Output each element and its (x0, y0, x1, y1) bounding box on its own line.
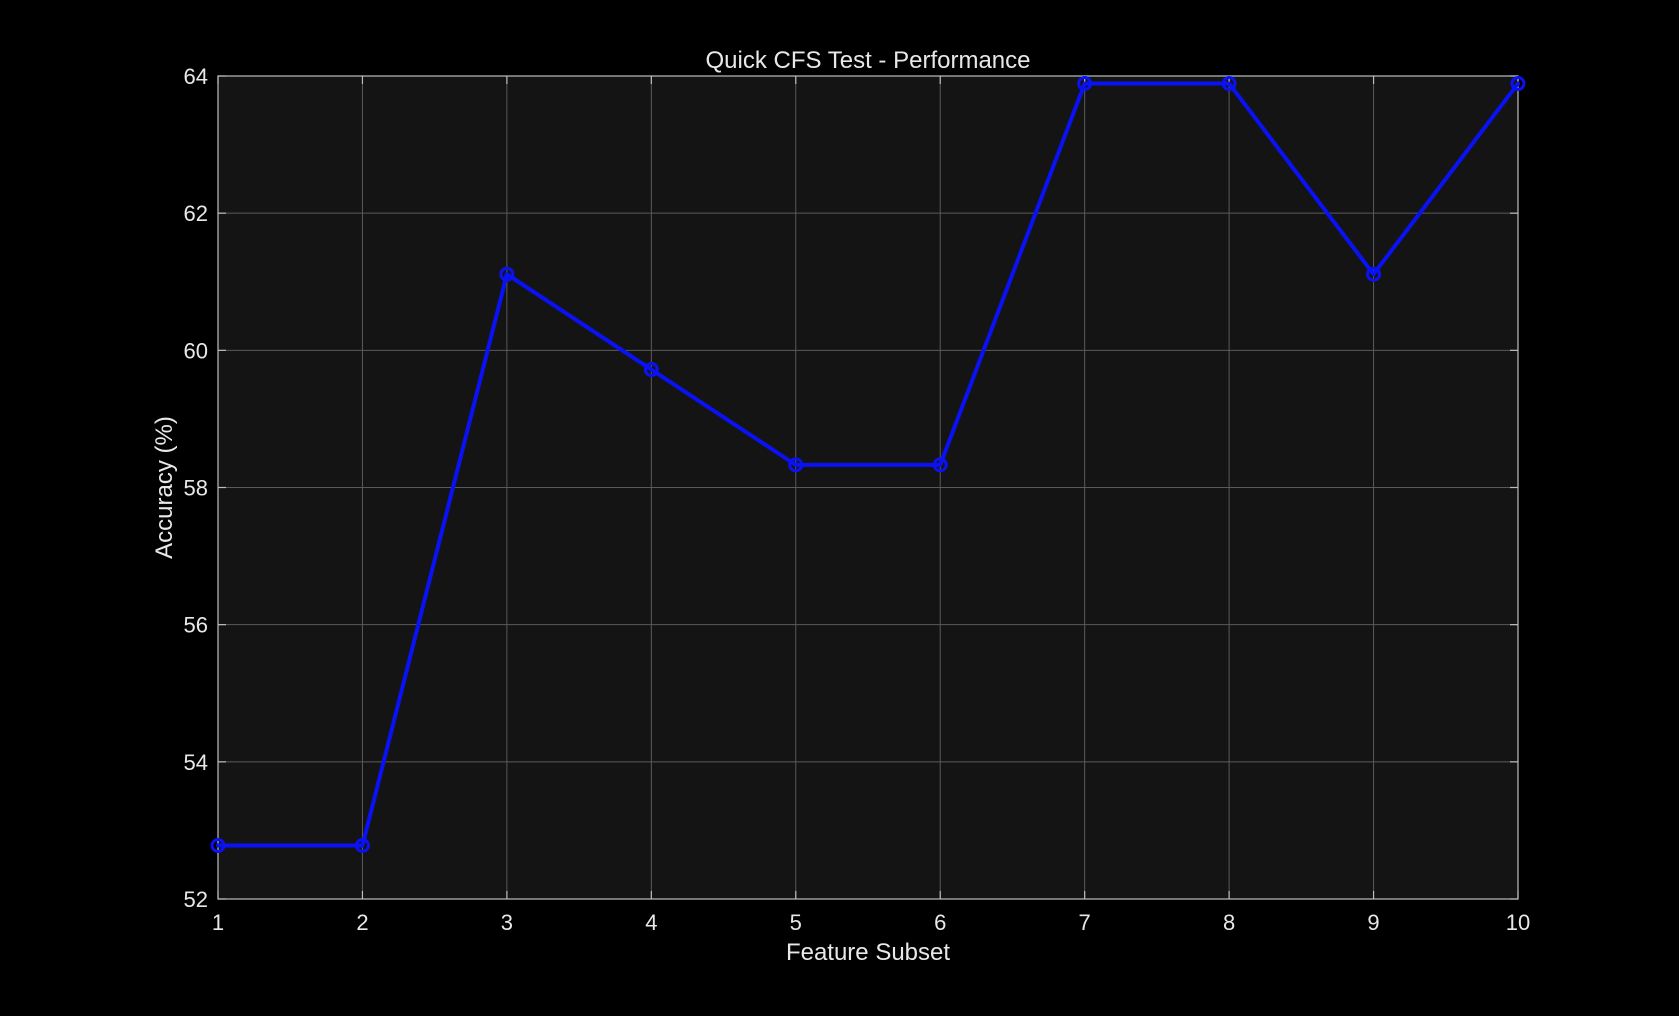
y-tick-label: 58 (184, 476, 208, 501)
x-tick-label: 1 (212, 910, 224, 935)
y-tick-label: 56 (184, 613, 208, 638)
data-point (210, 838, 226, 854)
y-axis-label: Accuracy (%) (151, 416, 178, 559)
series-line (216, 81, 1520, 848)
series-layer (210, 76, 1526, 854)
chart-title: Quick CFS Test - Performance (706, 47, 1031, 74)
x-tick-label: 10 (1506, 910, 1530, 935)
data-point (354, 838, 370, 854)
y-tick-label: 64 (184, 64, 208, 89)
x-tick-label: 9 (1367, 910, 1379, 935)
series-0 (210, 76, 1526, 854)
data-point (788, 457, 804, 473)
data-point (932, 457, 948, 473)
y-tick-label: 52 (184, 887, 208, 912)
y-tick-label: 60 (184, 338, 208, 363)
x-axis-label: Feature Subset (786, 939, 950, 966)
data-point (643, 362, 659, 378)
x-tick-label: 5 (790, 910, 802, 935)
x-tick-label: 6 (934, 910, 946, 935)
data-point (1077, 76, 1093, 92)
x-tick-label: 2 (356, 910, 368, 935)
x-tick-label: 7 (1079, 910, 1091, 935)
x-tick-label: 8 (1223, 910, 1235, 935)
data-point (499, 266, 515, 282)
y-tick-label: 62 (184, 201, 208, 226)
data-point (1510, 76, 1526, 92)
data-point (1366, 266, 1382, 282)
x-tick-label: 3 (501, 910, 513, 935)
x-tick-label: 4 (645, 910, 657, 935)
data-point (1221, 76, 1237, 92)
y-tick-label: 54 (184, 750, 208, 775)
